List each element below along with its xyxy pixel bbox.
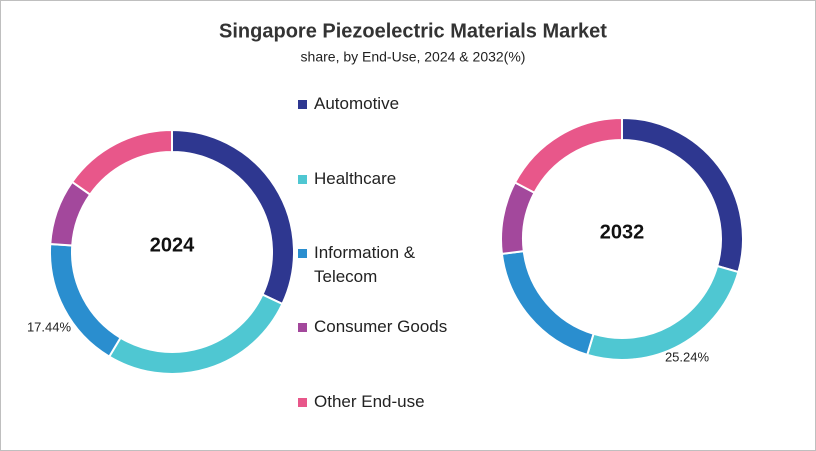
donut-segment (70, 128, 173, 196)
legend-swatch (298, 323, 307, 332)
donut-segment (621, 116, 744, 274)
legend-item: Consumer Goods (298, 315, 468, 339)
data-label: 25.24% (665, 349, 710, 364)
donut-center-label: 2024 (150, 234, 195, 256)
legend-label: Consumer Goods (314, 317, 448, 336)
donut-center-label: 2032 (600, 221, 645, 243)
donut-segment (49, 242, 122, 358)
donut-segment (107, 293, 284, 375)
legend-swatch (298, 398, 307, 407)
legend-label: Automotive (314, 94, 400, 113)
legend-swatch (298, 175, 307, 184)
donut-segment (513, 116, 623, 195)
donut-segment (500, 181, 536, 255)
data-label: 17.44% (27, 319, 72, 334)
chart-title: Singapore Piezoelectric Materials Market (219, 20, 607, 42)
chart-subtitle: share, by End-Use, 2024 & 2032(%) (301, 49, 526, 65)
legend-swatch (298, 249, 307, 258)
legend-item: Automotive (298, 92, 468, 116)
legend-item: Healthcare (298, 167, 468, 191)
legend-label: Other End-use (314, 392, 425, 411)
legend-label: Information & Telecom (314, 243, 416, 286)
donut-segment (500, 250, 595, 357)
legend-item: Information & Telecom (298, 241, 468, 289)
legend-swatch (298, 100, 307, 109)
donut-segment (585, 264, 740, 361)
donut-segment (171, 128, 295, 306)
legend-label: Healthcare (314, 169, 397, 188)
legend-item: Other End-use (298, 390, 468, 414)
